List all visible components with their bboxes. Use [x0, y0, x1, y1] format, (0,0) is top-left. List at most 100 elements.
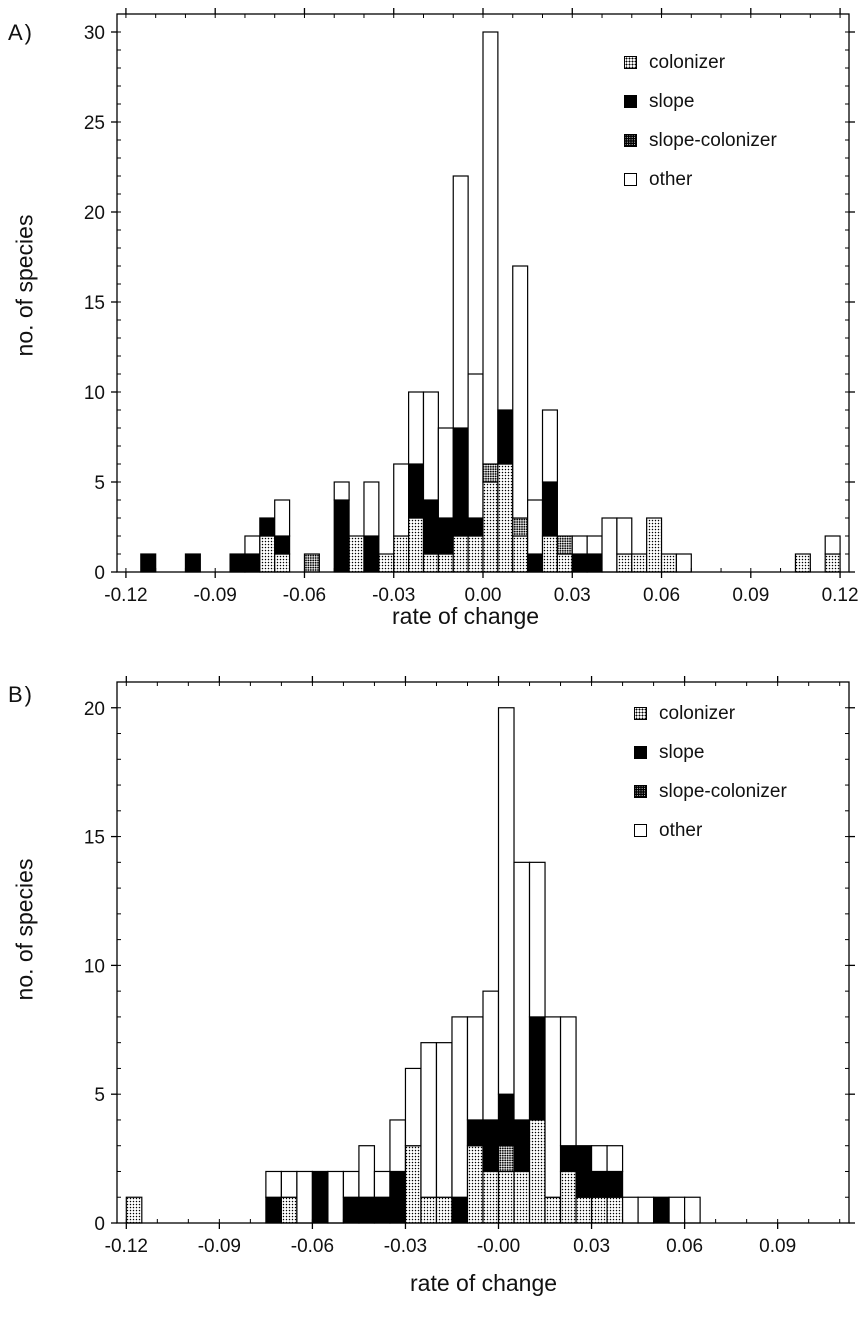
- bar-slope: [451, 1196, 469, 1224]
- bar-other: [675, 553, 692, 573]
- legend: colonizer slope slope-colonizer other: [624, 43, 777, 199]
- x-tick-label: 0.09: [732, 585, 769, 606]
- x-tick-label: 0.03: [573, 1236, 610, 1257]
- bar-other: [408, 391, 425, 465]
- bar-slope: [528, 1016, 546, 1121]
- bar-other: [404, 1067, 422, 1147]
- bar-other: [621, 1196, 639, 1224]
- plot-frame: [116, 681, 850, 1224]
- bar-other: [586, 535, 603, 555]
- bar-other: [590, 1145, 608, 1173]
- bar-colonizer: [556, 553, 573, 573]
- bar-slope: [358, 1196, 376, 1224]
- slope-colonizer-swatch: [624, 134, 637, 147]
- legend-item-slope-colonizer: slope-colonizer: [624, 121, 777, 160]
- bar-other: [684, 1196, 701, 1224]
- bar-other: [512, 265, 529, 519]
- bar-other: [601, 517, 618, 573]
- bar-colonizer: [616, 553, 633, 573]
- bar-slope: [452, 427, 469, 537]
- y-tick-label: 5: [94, 1085, 105, 1106]
- y-tick-label: 15: [84, 293, 105, 314]
- bar-other: [527, 499, 544, 555]
- y-tick-label: 25: [84, 113, 105, 134]
- bar-colonizer: [408, 517, 425, 573]
- bar-slope: [527, 553, 544, 573]
- bar-other: [466, 1016, 484, 1121]
- legend-item-colonizer: colonizer: [624, 43, 777, 82]
- other-swatch: [634, 824, 647, 837]
- legend-label: slope: [649, 90, 695, 112]
- y-tick-label: 20: [84, 203, 105, 224]
- legend-label: other: [649, 168, 693, 190]
- legend-item-slope: slope: [634, 733, 787, 772]
- bar-other: [544, 1016, 562, 1198]
- bar-colonizer: [467, 535, 484, 573]
- bar-colonizer: [512, 535, 529, 573]
- bar-colonizer: [497, 463, 514, 573]
- bar-colonizer: [466, 1145, 484, 1224]
- bar-other: [571, 535, 588, 555]
- bar-other: [452, 175, 469, 429]
- bar-colonizer: [482, 1170, 500, 1224]
- bar-other: [373, 1170, 391, 1198]
- bar-slope: [467, 517, 484, 537]
- bar-slope: [408, 463, 425, 519]
- bar-slope: [373, 1196, 391, 1224]
- y-axis-label: no. of species: [11, 858, 38, 1001]
- bar-colonizer: [259, 535, 276, 573]
- legend: colonizer slope slope-colonizer other: [634, 694, 787, 850]
- bar-slope: [571, 553, 588, 573]
- bar-other: [296, 1170, 314, 1224]
- bar-other: [541, 409, 558, 483]
- bar-slope: [389, 1170, 407, 1224]
- bar-other: [274, 499, 291, 537]
- bar-slope: [575, 1145, 593, 1198]
- x-axis-label: rate of change: [392, 603, 540, 629]
- bar-colonizer: [631, 553, 648, 573]
- legend-label: colonizer: [649, 51, 726, 73]
- bar-other: [668, 1196, 686, 1224]
- bar-colonizer: [794, 553, 811, 573]
- bar-colonizer: [528, 1119, 546, 1224]
- bar-other: [559, 1016, 577, 1147]
- other-swatch: [624, 173, 637, 186]
- x-tick-label: -0.03: [372, 585, 415, 606]
- histogram-a: -0.12 -0.09 -0.06 -0.03 0.00 0.03 0.06 0.09 0.12…: [84, 8, 859, 606]
- bar-slope: [466, 1119, 484, 1147]
- bar-other: [422, 391, 439, 501]
- legend-item-colonizer: colonizer: [634, 694, 787, 733]
- bar-colonizer: [541, 535, 558, 573]
- bar-other: [437, 427, 454, 519]
- x-tick-label: -0.06: [283, 585, 326, 606]
- bar-slope: [259, 517, 276, 537]
- x-tick-label: -0.00: [477, 1236, 520, 1257]
- bar-colonizer: [404, 1145, 422, 1224]
- bar-other: [616, 517, 633, 555]
- bar-colonizer: [420, 1196, 438, 1224]
- bar-slope: [422, 499, 439, 555]
- bar-slope: [497, 409, 514, 465]
- bar-colonizer: [422, 553, 439, 573]
- bar-slope: [229, 553, 246, 573]
- bar-other: [513, 861, 531, 1121]
- slope-swatch: [624, 95, 637, 108]
- bar-colonizer: [452, 535, 469, 573]
- legend-label: slope-colonizer: [649, 129, 777, 151]
- legend-label: colonizer: [659, 702, 736, 724]
- y-tick-label: 30: [84, 23, 105, 44]
- x-tick-label: 0.06: [643, 585, 680, 606]
- x-tick-label: -0.03: [384, 1236, 427, 1257]
- x-tick-label: -0.12: [104, 585, 147, 606]
- bar-colonizer: [437, 553, 454, 573]
- legend-item-other: other: [624, 160, 777, 199]
- bar-other: [280, 1170, 298, 1198]
- bar-slope: [590, 1170, 608, 1198]
- bar-slope: [652, 1196, 670, 1224]
- bar-slope: [541, 481, 558, 537]
- bar-slope: [363, 535, 380, 573]
- bar-other: [333, 481, 350, 501]
- x-tick-label: -0.09: [198, 1236, 241, 1257]
- bar-other: [435, 1042, 453, 1198]
- bar-colonizer: [590, 1196, 608, 1224]
